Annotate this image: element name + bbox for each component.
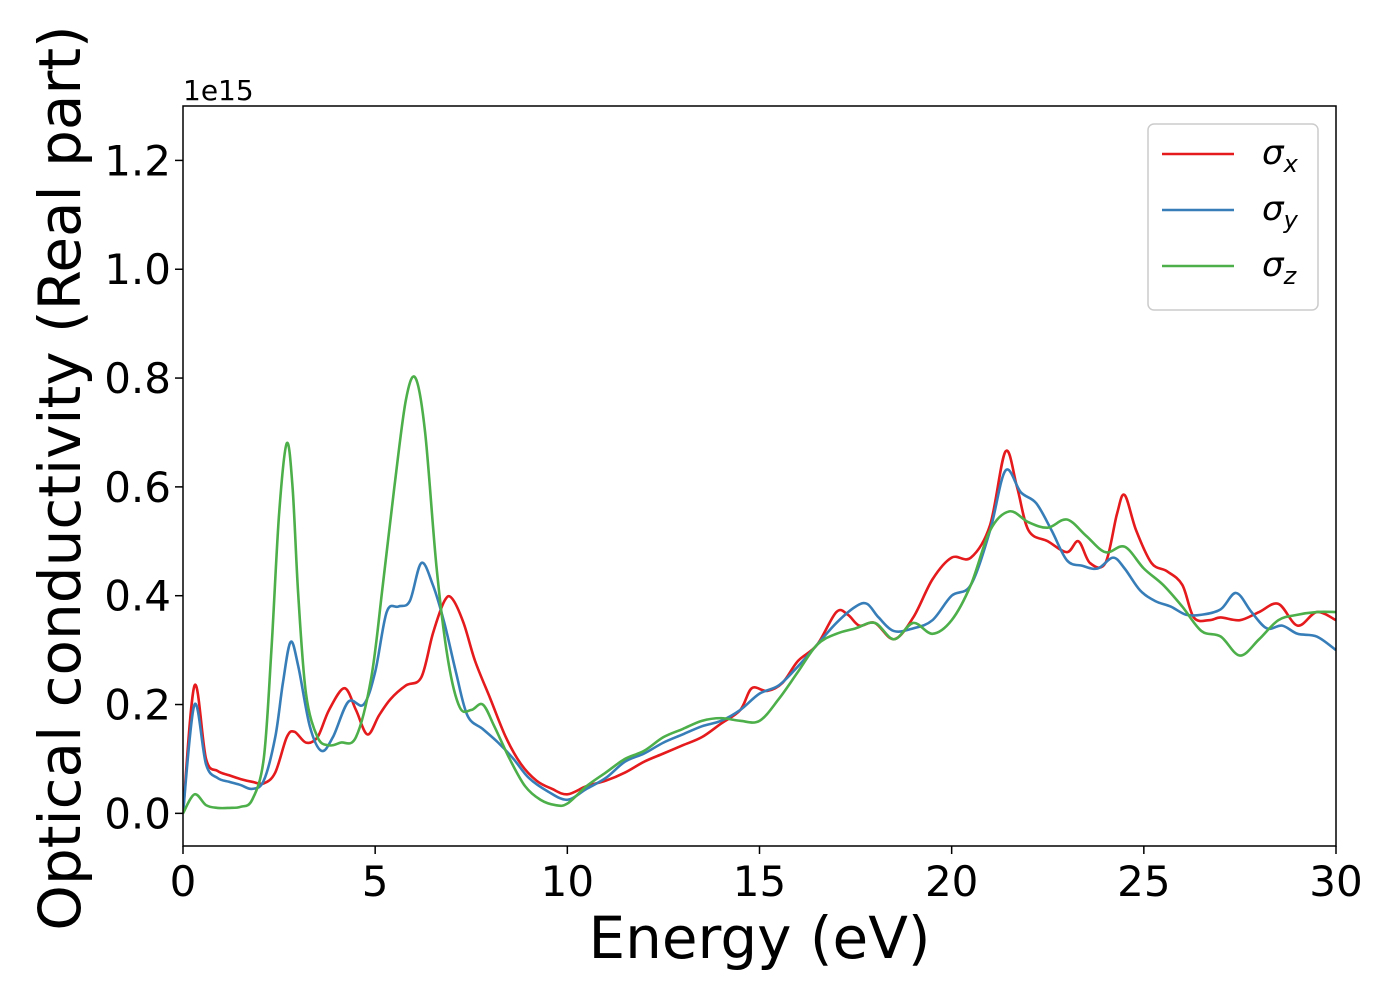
y-tick-label: 0.2	[104, 681, 171, 730]
y-tick-label: 0.6	[104, 463, 171, 512]
ticks-layer: 0 5 10 15 20 25 30 0.0 0.2 0.4 0.6 0.8 1.0 1.2	[104, 136, 1363, 906]
y-tick-label: 1.0	[104, 245, 171, 294]
x-tick-label: 15	[733, 857, 786, 906]
x-axis-label: Energy (eV)	[588, 904, 930, 972]
y-axis-label: Optical conductivity (Real part)	[26, 25, 94, 930]
x-tick-label: 5	[362, 857, 389, 906]
y-tick-label: 0.4	[104, 572, 171, 621]
series-layer	[183, 375, 1336, 815]
y-offset-label: 1e15	[183, 74, 254, 107]
series-line-z	[183, 375, 1336, 815]
x-tick-label: 25	[1117, 857, 1170, 906]
x-tick-label: 0	[170, 857, 197, 906]
legend-label-y: σy	[1262, 189, 1299, 234]
y-tick-label: 1.2	[104, 136, 171, 185]
x-tick-label: 30	[1309, 857, 1362, 906]
series-line-y	[183, 468, 1336, 814]
x-tick-label: 10	[541, 857, 594, 906]
legend-label-x: σx	[1262, 133, 1299, 178]
x-tick-label: 20	[925, 857, 978, 906]
legend-box	[1147, 123, 1319, 311]
y-tick-label: 0.0	[104, 789, 171, 838]
legend-label-z: σz	[1262, 245, 1298, 290]
legend: σx σy σz	[1147, 123, 1319, 311]
y-tick-label: 0.8	[104, 354, 171, 403]
series-line-x	[183, 449, 1336, 814]
